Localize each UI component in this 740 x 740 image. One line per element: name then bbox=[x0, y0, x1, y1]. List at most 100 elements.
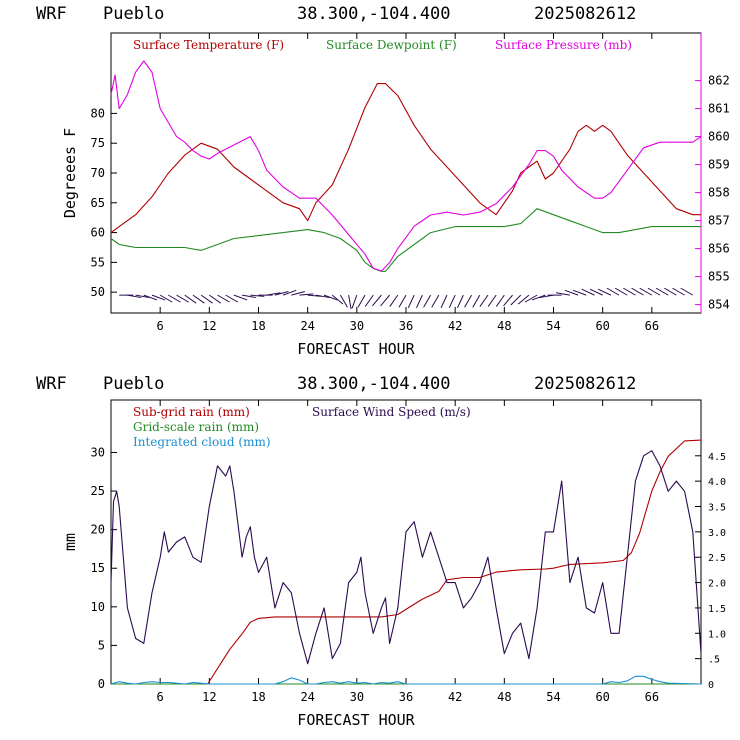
wind-barb bbox=[448, 294, 456, 309]
wind-barb bbox=[479, 294, 489, 307]
y2-tick-label: 855 bbox=[708, 270, 730, 284]
y2-tick-label: 3.0 bbox=[708, 528, 726, 539]
x-tick-label: 60 bbox=[595, 690, 609, 704]
wind-barb bbox=[440, 294, 448, 309]
y2-tick-label: 854 bbox=[708, 298, 730, 312]
y-tick-label: 15 bbox=[91, 561, 105, 575]
x-tick-label: 48 bbox=[497, 319, 511, 333]
y2-tick-label: 857 bbox=[708, 214, 730, 228]
wind-barb bbox=[159, 294, 173, 303]
y-axis-title: mm bbox=[61, 533, 79, 551]
series-line-1 bbox=[111, 439, 702, 685]
x-tick-label: 60 bbox=[595, 319, 609, 333]
x-tick-label: 36 bbox=[399, 690, 413, 704]
y2-tick-label: 4.5 bbox=[708, 452, 726, 463]
y2-tick-label: 856 bbox=[708, 242, 730, 256]
wind-barb bbox=[242, 294, 256, 299]
y-tick-label: 5 bbox=[98, 638, 105, 652]
y2-tick-label: 861 bbox=[708, 102, 730, 116]
wind-barb bbox=[572, 289, 587, 296]
wind-barb bbox=[623, 287, 636, 296]
x-axis-title: FORECAST HOUR bbox=[297, 711, 415, 729]
y-tick-label: 65 bbox=[91, 196, 105, 210]
x-tick-label: 18 bbox=[251, 319, 265, 333]
wind-barb bbox=[423, 294, 432, 308]
x-tick-label: 54 bbox=[546, 690, 560, 704]
y2-tick-label: 1.0 bbox=[708, 629, 726, 640]
wind-barb bbox=[672, 287, 685, 296]
y-tick-label: 55 bbox=[91, 255, 105, 269]
legend-entry-1: Sub-grid rain (mm) bbox=[133, 405, 250, 419]
legend-entry-2: Grid-scale rain (mm) bbox=[133, 420, 259, 434]
y-tick-label: 20 bbox=[91, 523, 105, 537]
wind-barb bbox=[581, 288, 595, 296]
y-tick-label: 75 bbox=[91, 136, 105, 150]
wind-barb bbox=[274, 291, 289, 296]
x-tick-label: 48 bbox=[497, 690, 511, 704]
wind-barb bbox=[524, 294, 538, 303]
legend-entry-4: Surface Wind Speed (m/s) bbox=[312, 405, 471, 419]
x-tick-label: 42 bbox=[448, 690, 462, 704]
wind-barb bbox=[606, 287, 620, 296]
wind-barb bbox=[217, 294, 230, 303]
panel1-init-time: 2025082612 bbox=[534, 4, 636, 24]
panel2-init-time: 2025082612 bbox=[534, 374, 636, 394]
wind-barb bbox=[464, 294, 472, 308]
wind-barb bbox=[266, 292, 281, 296]
wind-barb bbox=[143, 294, 158, 301]
panel2-model: WRF bbox=[36, 374, 67, 394]
y-tick-label: 10 bbox=[91, 600, 105, 614]
x-tick-label: 66 bbox=[645, 319, 659, 333]
wind-barb bbox=[556, 292, 570, 296]
y-tick-label: 25 bbox=[91, 484, 105, 498]
wind-barb bbox=[351, 294, 358, 309]
x-tick-label: 42 bbox=[448, 319, 462, 333]
wind-barb bbox=[631, 287, 644, 296]
wind-barb bbox=[176, 294, 189, 303]
wind-barb bbox=[331, 294, 344, 305]
wind-barb bbox=[664, 287, 677, 296]
wind-barb bbox=[380, 294, 390, 307]
x-tick-label: 36 bbox=[399, 319, 413, 333]
wind-barb bbox=[431, 294, 440, 308]
y-tick-label: 70 bbox=[91, 166, 105, 180]
wind-barb bbox=[348, 295, 352, 310]
wind-barb bbox=[357, 294, 366, 308]
wind-barb bbox=[456, 294, 464, 309]
panel2-coords: 38.300,-104.400 bbox=[297, 374, 451, 394]
wind-barb bbox=[184, 294, 197, 304]
wind-barb bbox=[192, 294, 205, 304]
wind-barb bbox=[127, 294, 142, 299]
x-tick-label: 66 bbox=[645, 690, 659, 704]
y-tick-label: 80 bbox=[91, 106, 105, 120]
y2-tick-label: 3.5 bbox=[708, 503, 726, 514]
y2-tick-label: .5 bbox=[708, 655, 720, 666]
x-tick-label: 6 bbox=[157, 690, 164, 704]
wind-barb bbox=[564, 289, 579, 296]
y-tick-label: 30 bbox=[91, 445, 105, 459]
y-tick-label: 60 bbox=[91, 226, 105, 240]
panel1-header: WRF Pueblo 38.300,-104.400 2025082612 bbox=[36, 4, 636, 24]
wind-barb bbox=[282, 289, 297, 296]
panel1-plot-frame bbox=[110, 32, 702, 314]
wind-barb bbox=[589, 288, 603, 296]
x-tick-label: 18 bbox=[251, 690, 265, 704]
wind-barb bbox=[225, 294, 239, 303]
legend-entry-3: Surface Pressure (mb) bbox=[495, 38, 632, 52]
wind-barb bbox=[389, 294, 399, 307]
wind-barb bbox=[315, 294, 330, 299]
legend-entry-3: Integrated cloud (mm) bbox=[133, 435, 271, 449]
panel1-location: Pueblo bbox=[103, 4, 164, 24]
y2-tick-label: 2.0 bbox=[708, 579, 726, 590]
x-tick-label: 12 bbox=[202, 690, 216, 704]
wind-barb bbox=[495, 294, 505, 307]
wind-barb bbox=[299, 293, 314, 296]
wind-barb bbox=[639, 287, 653, 296]
y-tick-label: 0 bbox=[98, 677, 105, 691]
wind-barb bbox=[597, 288, 612, 296]
wind-barb bbox=[531, 294, 546, 301]
wind-barb bbox=[233, 294, 248, 301]
wind-barb bbox=[655, 287, 669, 296]
wind-barb bbox=[340, 294, 348, 308]
wind-barb bbox=[151, 294, 166, 301]
